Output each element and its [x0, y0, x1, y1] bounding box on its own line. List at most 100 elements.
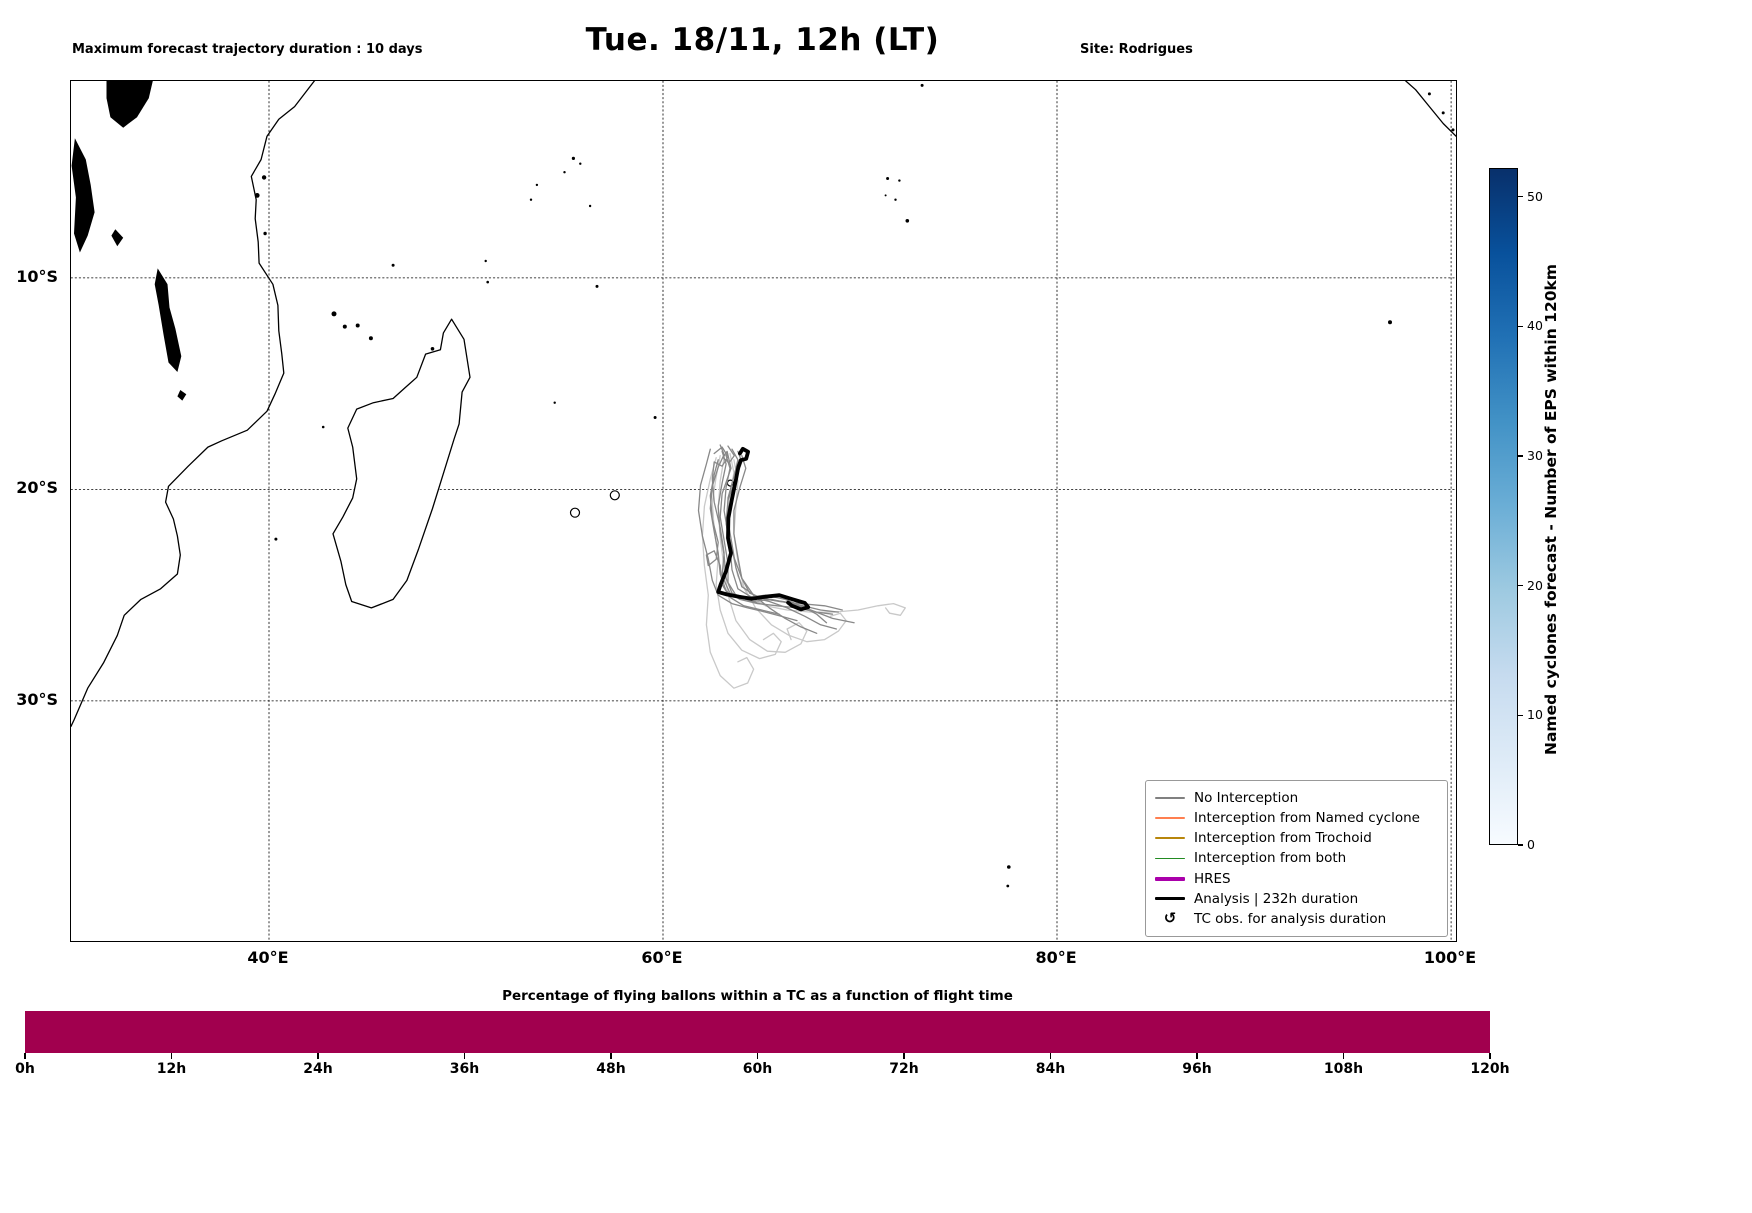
x-tick-label: 100°E — [1423, 948, 1477, 967]
island-dot — [1427, 92, 1431, 96]
island-dot — [653, 416, 657, 419]
island-dot — [535, 183, 539, 187]
legend-line-sample — [1155, 896, 1185, 901]
bottom-tick-mark — [1049, 1053, 1052, 1059]
legend-line-sample — [1155, 817, 1185, 819]
island-dot — [579, 162, 582, 165]
legend-item: Analysis | 232h duration — [1155, 889, 1438, 909]
x-tick-label: 60°E — [641, 948, 683, 967]
island-dot — [1006, 884, 1010, 888]
trajectory-eps — [733, 454, 840, 613]
bottom-tick-label: 72h — [889, 1061, 919, 1077]
island-dot — [486, 280, 490, 284]
x-tick-label: 80°E — [1035, 948, 1077, 967]
legend-item: HRES — [1155, 868, 1438, 888]
trajectory-eps — [709, 444, 834, 615]
island-dot — [886, 177, 890, 180]
bottom-tick-mark — [756, 1053, 759, 1059]
bottom-tick-label: 36h — [449, 1061, 480, 1077]
legend-line — [1155, 857, 1185, 860]
bottom-tick-label: 108h — [1323, 1061, 1364, 1077]
x-tick-label: 40°E — [247, 948, 289, 967]
island-dot — [484, 259, 487, 263]
island-dot — [898, 179, 901, 182]
legend-line — [1155, 817, 1185, 819]
bottom-tick-label: 84h — [1035, 1061, 1066, 1077]
legend-line-sample — [1155, 796, 1185, 799]
island-dot — [368, 336, 373, 341]
coastline-africa — [71, 81, 315, 727]
bottom-tick-label: 120h — [1470, 1061, 1510, 1077]
legend-item: ↺ TC obs. for analysis duration — [1155, 909, 1438, 929]
bottom-tick-mark — [1196, 1053, 1198, 1059]
legend-item-label: Analysis | 232h duration — [1194, 890, 1359, 907]
island-dot — [563, 171, 566, 174]
trajectory-eps-faint — [701, 457, 755, 689]
coastline-madagascar — [332, 318, 471, 609]
bottom-tick-mark — [317, 1053, 319, 1059]
island-dot — [321, 425, 325, 429]
lake — [177, 390, 187, 401]
y-tick-label: 10°S — [16, 266, 58, 286]
island-dot — [571, 156, 575, 160]
island-dot — [529, 198, 533, 201]
legend-items: No Interception Interception from Named c… — [1155, 788, 1438, 929]
map-canvas — [71, 81, 1456, 941]
trajectory-analysis — [716, 446, 811, 612]
trajectory-eps-faint — [727, 452, 906, 616]
tc-obs-icon: ↺ — [1163, 909, 1177, 928]
bottom-tick-label: 60h — [742, 1061, 773, 1077]
colorbar-tick-mark — [1518, 844, 1523, 846]
island-dot — [595, 284, 599, 288]
legend-item-label: Interception from Trochoid — [1194, 830, 1372, 847]
island-dot — [355, 323, 360, 328]
colorbar — [1489, 168, 1518, 845]
map-panel: No Interception Interception from Named c… — [70, 80, 1457, 942]
y-axis-labels: 10°S 20°S 30°S — [0, 0, 62, 1213]
bottom-chart-title: Percentage of flying ballons within a TC… — [502, 988, 1013, 1004]
legend-line-sample — [1155, 857, 1185, 860]
figure-title: Tue. 18/11, 12h (LT) — [585, 22, 940, 58]
trajectory-eps — [723, 454, 818, 634]
legend-item: Interception from Trochoid — [1155, 828, 1438, 848]
bottom-tick-mark — [1342, 1053, 1345, 1059]
legend-line — [1155, 796, 1185, 799]
bottom-tick-label: 48h — [596, 1061, 626, 1077]
island-dot — [1388, 320, 1392, 325]
bottom-tick-mark — [1489, 1053, 1491, 1059]
y-tick-label: 20°S — [16, 478, 58, 498]
bottom-bar — [25, 1011, 1490, 1053]
legend-item-label: HRES — [1194, 870, 1231, 887]
legend-line-sample — [1155, 837, 1185, 839]
legend-line — [1155, 896, 1185, 901]
trajectory-eps-faint — [733, 459, 847, 643]
lake — [154, 268, 182, 372]
legend-line — [1155, 876, 1185, 881]
lake — [71, 138, 95, 253]
island-dot — [261, 175, 267, 180]
island-dot — [553, 401, 556, 404]
colorbar-tick-mark — [1518, 455, 1523, 457]
trajectory-eps — [705, 459, 780, 615]
bottom-tick-mark — [610, 1053, 612, 1059]
legend-item-label: TC obs. for analysis duration — [1194, 910, 1387, 927]
bottom-tick-mark — [463, 1053, 466, 1059]
island-dot — [884, 194, 887, 197]
colorbar-tick-mark — [1518, 584, 1523, 587]
lake — [106, 81, 153, 128]
island-dot — [331, 311, 337, 317]
legend-line-sample — [1155, 876, 1185, 881]
legend-item: No Interception — [1155, 788, 1438, 808]
island-dot — [391, 263, 395, 267]
island-dot — [274, 537, 278, 541]
legend-item: Interception from Named cyclone — [1155, 808, 1438, 828]
island-dot — [263, 231, 267, 236]
legend-item-label: No Interception — [1194, 789, 1299, 806]
legend-item: Interception from both — [1155, 848, 1438, 868]
colorbar-tick-mark — [1518, 325, 1523, 327]
island-dot — [1007, 865, 1011, 869]
legend-item-label: Interception from both — [1194, 850, 1347, 867]
colorbar-tick-mark — [1518, 714, 1523, 716]
bottom-tick-label: 12h — [156, 1061, 187, 1077]
